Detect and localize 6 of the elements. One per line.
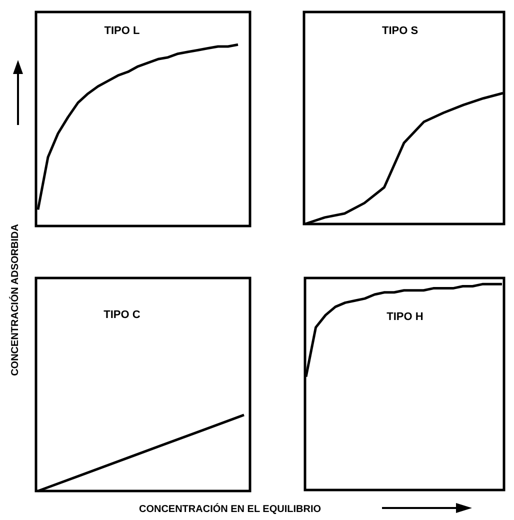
chart-title: TIPO L [104,25,140,37]
y-axis-title: CONCENTRACIÓN ADSORBIDA [9,224,21,376]
chart-title: TIPO S [382,25,418,37]
text: TIPO H [386,311,424,323]
chart-title: TIPO C [104,309,140,321]
x-axis-title: CONCENTRACIÓN EN EL EQUILIBRIO [138,503,322,515]
